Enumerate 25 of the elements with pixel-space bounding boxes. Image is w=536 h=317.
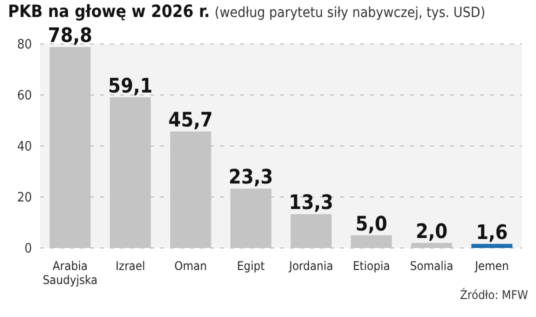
chart-subtitle: (według parytetu siły nabywczej, tys. USD) <box>214 5 486 21</box>
x-tick-label: Arabia Saudyjska <box>42 259 98 287</box>
data-label: 23,3 <box>228 164 274 189</box>
data-label: 2,0 <box>416 218 448 243</box>
x-tick-label: Somalia <box>410 259 454 273</box>
y-tick-label: 0 <box>24 242 32 257</box>
data-label: 59,1 <box>108 73 153 98</box>
x-tick-label: Jordania <box>288 259 334 273</box>
data-label: 78,8 <box>48 23 92 48</box>
x-tick-label: Jemen <box>474 259 509 273</box>
y-tick-label: 80 <box>17 38 32 53</box>
chart-title: PKB na głowę w 2026 r. <box>8 2 210 22</box>
data-label: 45,7 <box>168 107 213 132</box>
data-label: 1,6 <box>476 220 508 244</box>
y-tick-label: 40 <box>17 140 32 155</box>
x-tick-label: Etiopia <box>352 259 390 273</box>
x-tick-label: Oman <box>174 259 207 273</box>
y-tick-label: 20 <box>17 190 32 206</box>
y-tick-label: 60 <box>17 88 32 104</box>
x-tick-label: Izrael <box>116 259 146 273</box>
data-label: 5,0 <box>355 211 388 236</box>
bar <box>471 244 512 248</box>
x-tick-label: Egipt <box>236 259 265 273</box>
text: Źródło: MFW <box>459 288 528 302</box>
data-label: 13,3 <box>288 190 334 214</box>
